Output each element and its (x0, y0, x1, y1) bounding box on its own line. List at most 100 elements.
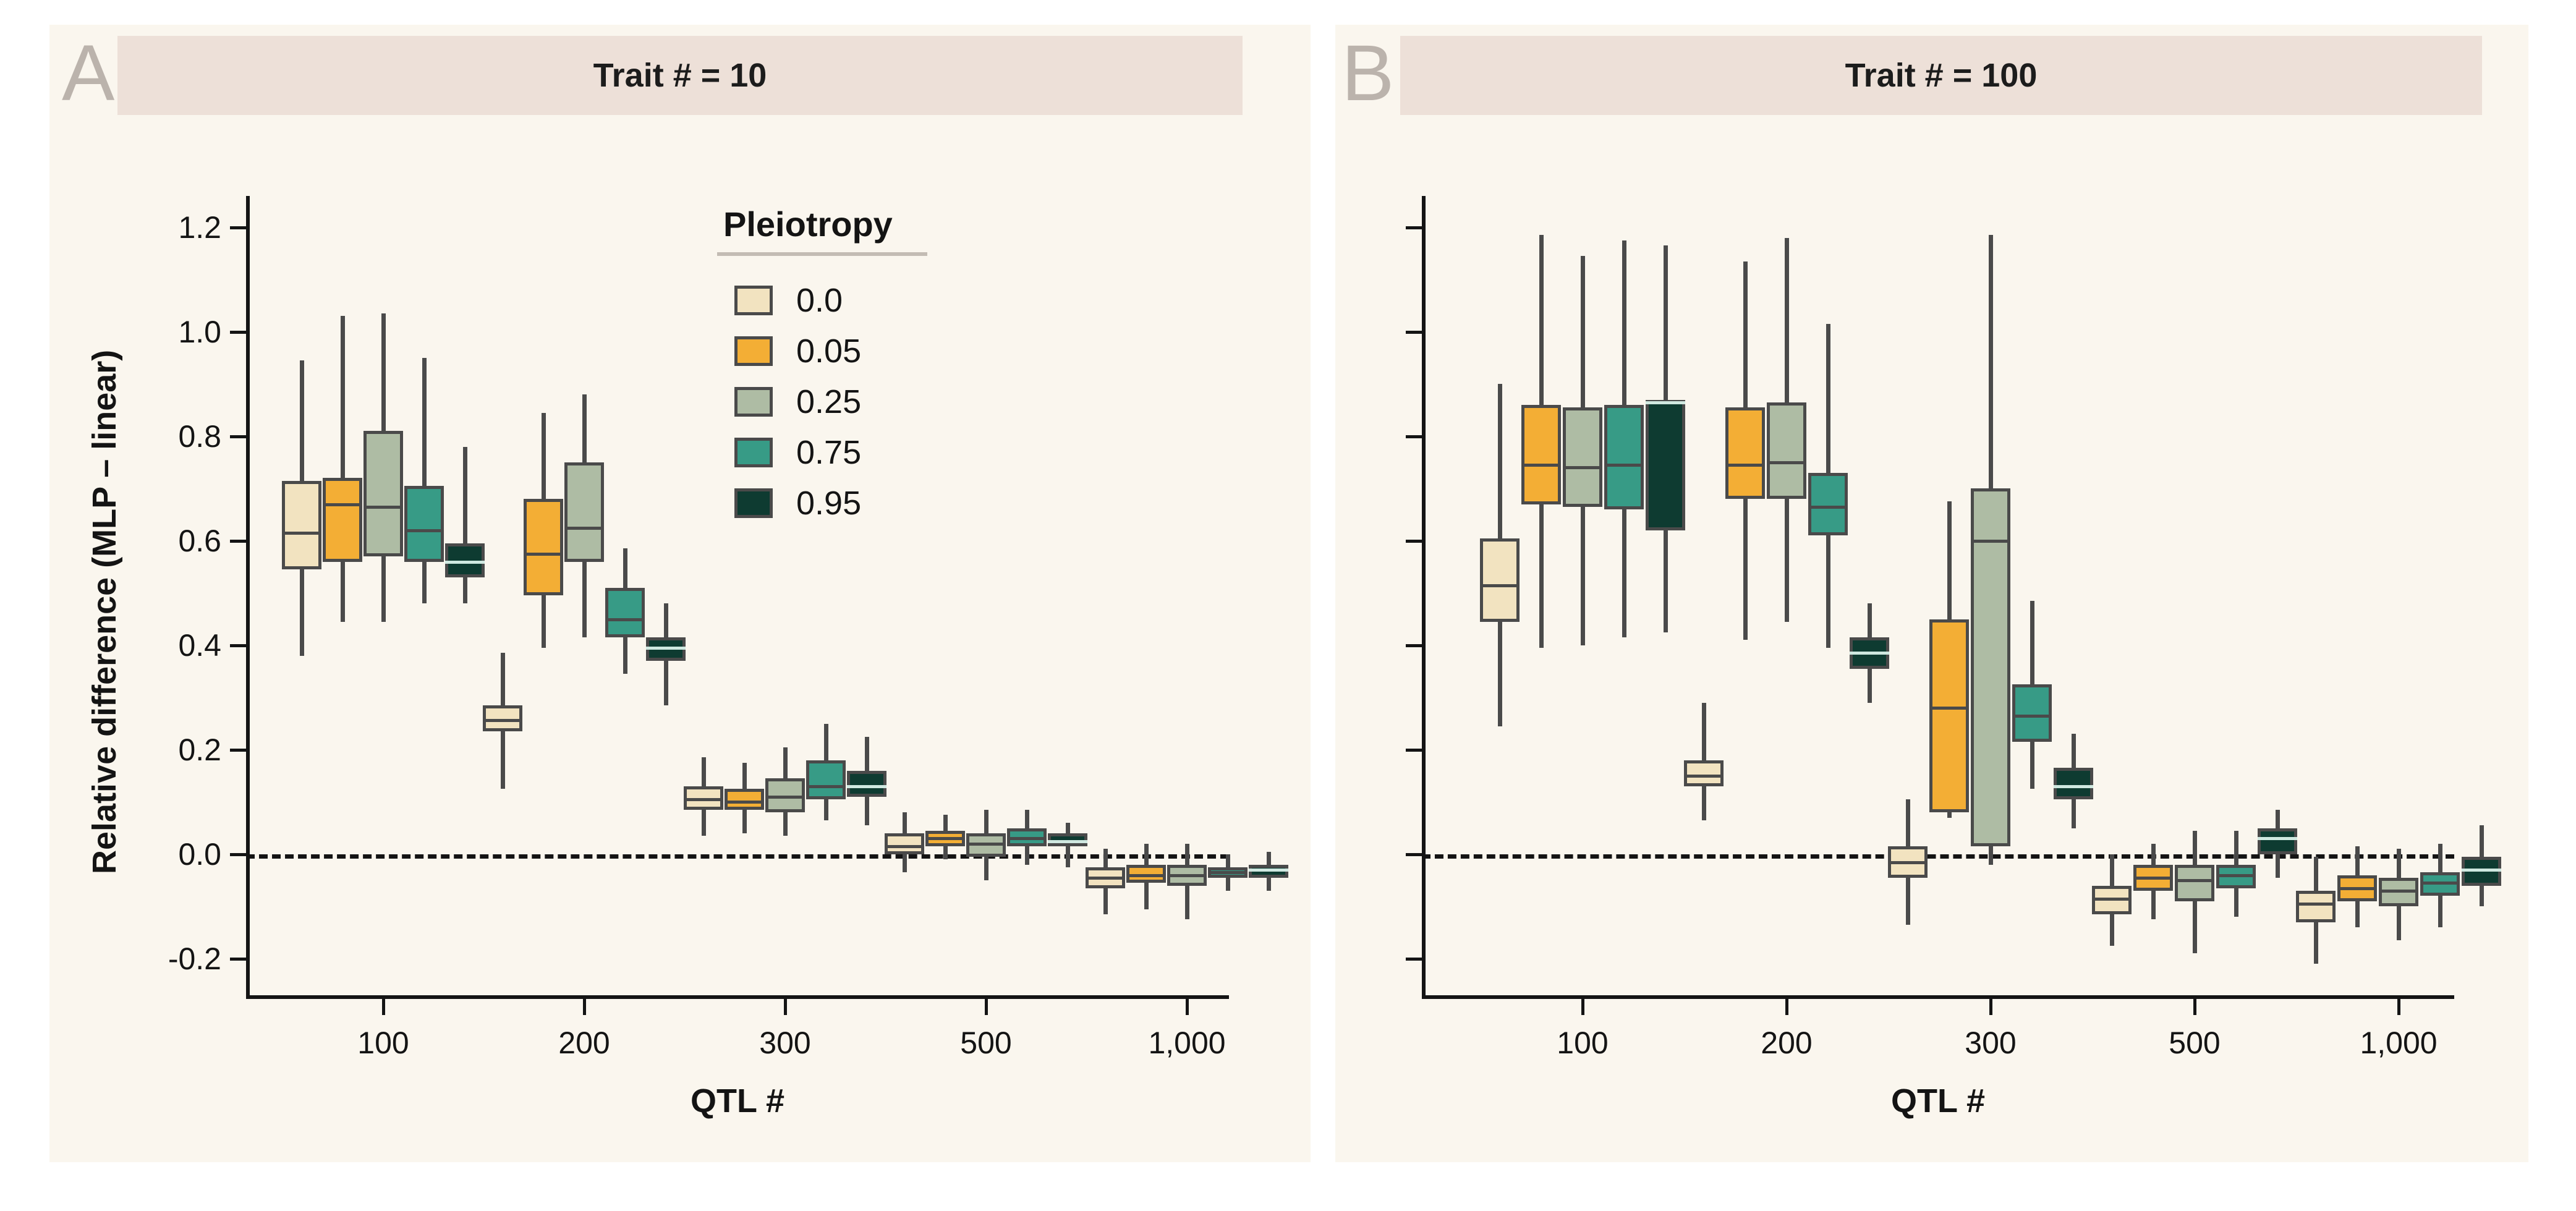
x-tick-label: 300 (759, 1026, 811, 1060)
panel-a-strip-label: Trait # = 10 (593, 57, 767, 94)
y-tick (230, 330, 246, 334)
median-line (605, 618, 645, 621)
box (1725, 407, 1765, 499)
box (885, 833, 924, 854)
legend-swatch (734, 286, 773, 315)
y-tick (230, 539, 246, 543)
x-tick-label: 500 (960, 1026, 1012, 1060)
box (1563, 407, 1602, 507)
median-line (2054, 784, 2093, 788)
box (1808, 472, 1848, 536)
x-tick-label: 300 (1965, 1026, 2017, 1060)
y-tick-label: 0.0 (178, 836, 221, 872)
box (404, 486, 444, 562)
x-tick-label: 1,000 (2360, 1026, 2438, 1060)
y-tick (1406, 539, 1422, 543)
median-line (1126, 873, 1166, 877)
median-line (725, 801, 764, 804)
median-line (847, 784, 886, 788)
box (1048, 833, 1087, 847)
panel-b-strip-label: Trait # = 100 (1845, 57, 2038, 94)
panel-b-strip: Trait # = 100 (1400, 36, 2482, 115)
whisker (341, 316, 345, 622)
panel-a-strip: Trait # = 10 (117, 36, 1243, 115)
x-axis-title: QTL # (1890, 1082, 1986, 1120)
median-line (2175, 879, 2214, 883)
box (806, 760, 846, 800)
x-tick (2397, 999, 2400, 1015)
median-line (1048, 839, 1087, 843)
median-line (1929, 707, 1969, 710)
x-tick-label: 500 (2169, 1026, 2221, 1060)
box (524, 499, 563, 596)
median-line (1167, 873, 1207, 877)
median-line (1767, 461, 1806, 464)
median-line (966, 842, 1006, 846)
legend-label: 0.05 (796, 333, 862, 370)
median-line (1208, 871, 1248, 875)
median-line (2012, 714, 2052, 718)
y-tick (1406, 644, 1422, 647)
box (564, 462, 604, 562)
median-line (2296, 903, 2336, 906)
x-tick (2193, 999, 2196, 1015)
x-tick-label: 200 (558, 1026, 610, 1060)
box (765, 778, 805, 813)
median-line (323, 503, 362, 506)
panel-b: B Trait # = 100 100 200 300 500 1,000 QTL # (1335, 25, 2528, 1162)
median-line (885, 845, 924, 849)
box (1646, 399, 1685, 530)
median-line (2462, 869, 2501, 872)
y-tick-label: 1.0 (178, 314, 221, 349)
legend-swatch (734, 438, 773, 467)
x-tick (1186, 999, 1189, 1015)
median-line (564, 526, 604, 530)
median-line (363, 505, 403, 509)
y-tick (1406, 852, 1422, 856)
x-tick (1581, 999, 1584, 1015)
panel-a: A Trait # = 10 -0.2 0.0 0.2 0.4 0.6 0.8 1.0 1.2… (49, 25, 1311, 1162)
y-tick-label: -0.2 (168, 941, 221, 976)
median-line (1646, 401, 1685, 404)
box (282, 480, 321, 570)
y-tick (1406, 748, 1422, 752)
x-tick (1785, 999, 1788, 1015)
panel-letter-b: B (1341, 29, 1395, 117)
legend-label: 0.0 (796, 282, 843, 319)
box (1929, 619, 1969, 813)
panel-letter-a: A (62, 29, 115, 117)
y-tick (230, 226, 246, 229)
x-tick (583, 999, 586, 1015)
median-line (646, 647, 686, 650)
legend-swatch (734, 387, 773, 417)
whisker (463, 446, 467, 604)
box (605, 587, 645, 638)
median-line (483, 718, 522, 722)
x-tick-label: 1,000 (1148, 1026, 1226, 1060)
box (2258, 828, 2297, 854)
median-line (2337, 886, 2377, 890)
legend-title: Pleiotropy (723, 205, 893, 244)
x-tick-label: 200 (1761, 1026, 1813, 1060)
x-tick-label: 100 (357, 1026, 409, 1060)
median-line (404, 529, 444, 532)
legend-divider (717, 252, 927, 256)
box (2175, 864, 2214, 901)
x-axis-line (246, 995, 1229, 999)
zero-reference-line (1422, 854, 2454, 859)
y-axis-line (1422, 196, 1426, 999)
box (323, 478, 362, 562)
box (1521, 405, 1561, 504)
median-line (684, 798, 723, 802)
x-tick-label: 100 (1557, 1026, 1609, 1060)
box (2296, 890, 2336, 922)
median-line (1521, 464, 1561, 467)
y-tick-label: 0.6 (178, 523, 221, 558)
panel-b-plot-area: 100 200 300 500 1,000 QTL # (1335, 25, 2528, 1162)
box (1971, 488, 2010, 847)
box (684, 786, 723, 810)
legend-swatch (734, 336, 773, 366)
zero-reference-line (246, 854, 1229, 859)
x-tick (784, 999, 787, 1015)
